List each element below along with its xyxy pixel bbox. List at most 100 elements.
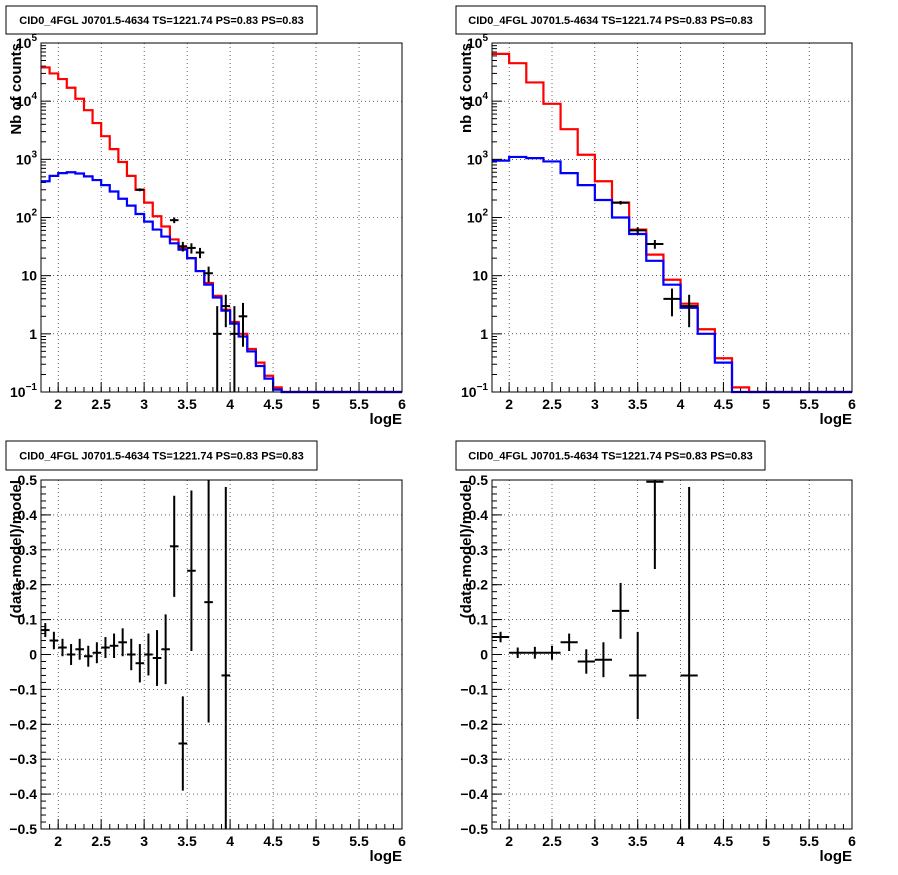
- x-tick-label: 6: [848, 833, 856, 849]
- x-tick-label: 5: [312, 396, 320, 412]
- plot-title: CID0_4FGL J0701.5-4634 TS=1221.74 PS=0.8…: [19, 15, 303, 27]
- y-tick-label: 0.3: [18, 542, 38, 558]
- y-tick-base: 10: [467, 210, 483, 226]
- data-point: [221, 294, 231, 328]
- x-tick-label: 3: [591, 396, 599, 412]
- y-tick-label: 0.4: [18, 507, 38, 523]
- data-point: [212, 306, 222, 392]
- x-tick-label: 4.5: [263, 396, 283, 412]
- y-tick-exponent: 5: [31, 33, 37, 44]
- data-point: [169, 495, 179, 597]
- y-tick-label: 0.3: [469, 542, 489, 558]
- series-line-blue: [492, 155, 852, 394]
- data-point: [663, 288, 681, 317]
- data-point: [109, 633, 119, 658]
- data-point: [526, 646, 544, 659]
- title-box: [5, 5, 318, 35]
- y-tick-label: 0: [29, 647, 37, 663]
- data-point: [204, 480, 213, 723]
- x-tick-label: 2: [54, 396, 62, 412]
- data-point: [680, 486, 698, 829]
- data-point: [492, 631, 510, 643]
- data-point: [221, 486, 231, 829]
- y-tick-exponent: −1: [477, 382, 489, 393]
- data-point: [49, 631, 59, 650]
- y-tick-label: −0.4: [9, 786, 37, 802]
- x-tick-label: 3.5: [177, 396, 197, 412]
- data-point: [135, 188, 145, 192]
- x-tick-label: 3.5: [177, 833, 197, 849]
- data-point: [83, 645, 93, 667]
- x-tick-label: 2: [54, 833, 62, 849]
- data-point: [187, 490, 196, 652]
- data-point: [612, 582, 630, 639]
- y-tick-label: 1: [480, 326, 488, 342]
- y-axis-label: (data-model)/model: [458, 480, 475, 618]
- data-point: [594, 642, 612, 678]
- data-point: [152, 630, 162, 686]
- data-point: [238, 302, 248, 347]
- y-axis-label: nb of counts: [458, 43, 475, 133]
- data-point: [543, 645, 561, 660]
- data-point: [178, 241, 188, 252]
- y-tick-label: 0: [480, 647, 488, 663]
- y-tick-label: 0.4: [469, 507, 489, 523]
- data-point: [66, 644, 76, 665]
- x-tick-label: 4.5: [263, 833, 283, 849]
- title-box: [455, 5, 766, 35]
- x-tick-label: 5.5: [349, 833, 369, 849]
- y-axis-label: (data-model)/model: [8, 480, 25, 618]
- data-point: [577, 649, 595, 674]
- x-tick-label: 5.5: [799, 833, 819, 849]
- data-point: [144, 633, 153, 676]
- data-point: [509, 647, 527, 658]
- y-tick-base: 10: [16, 151, 32, 167]
- y-tick-label: 1: [29, 326, 37, 342]
- x-tick-label: 6: [398, 396, 406, 412]
- y-tick-label: 10: [472, 268, 488, 284]
- y-tick-label: 0.2: [469, 577, 489, 593]
- x-tick-label: 4: [226, 396, 234, 412]
- series-line-red: [492, 52, 852, 394]
- y-tick-label: 0.5: [469, 472, 489, 488]
- title-box: [455, 440, 766, 471]
- y-tick-exponent: 4: [482, 91, 488, 102]
- y-tick-base: 10: [461, 384, 477, 400]
- y-tick-base: 10: [467, 93, 483, 109]
- data-point: [126, 638, 136, 671]
- data-point: [118, 628, 127, 657]
- y-tick-label: −0.2: [9, 716, 37, 732]
- y-tick-label: 0.1: [18, 612, 38, 628]
- x-axis-label: logE: [820, 848, 853, 865]
- y-tick-base: 10: [467, 151, 483, 167]
- x-tick-label: 3: [140, 833, 148, 849]
- x-tick-label: 2.5: [542, 833, 562, 849]
- y-tick-exponent: 3: [482, 149, 488, 160]
- x-tick-label: 2: [505, 396, 513, 412]
- x-tick-label: 4: [226, 833, 234, 849]
- y-tick-label: −0.3: [460, 751, 488, 767]
- series-line-blue: [41, 171, 402, 394]
- x-tick-label: 3.5: [628, 833, 648, 849]
- y-tick-label: 0.5: [18, 472, 38, 488]
- data-point: [646, 480, 664, 569]
- x-axis-label: logE: [370, 411, 403, 428]
- data-point: [101, 637, 110, 658]
- data-point: [187, 243, 196, 254]
- y-tick-exponent: −1: [26, 382, 38, 393]
- plot-panel-top-right: CID0_4FGL J0701.5-4634 TS=1221.74 PS=0.8…: [455, 5, 856, 428]
- data-point: [178, 696, 188, 791]
- y-axis-label: Nb of counts: [8, 43, 25, 135]
- y-tick-label: 103: [467, 149, 489, 167]
- y-tick-label: 10−1: [10, 382, 37, 400]
- y-tick-label: −0.5: [9, 821, 37, 837]
- data-point: [204, 266, 213, 283]
- title-box: [5, 440, 318, 471]
- y-tick-label: 105: [467, 33, 489, 51]
- x-tick-label: 3: [140, 396, 148, 412]
- y-tick-label: −0.5: [460, 821, 488, 837]
- y-tick-label: 102: [16, 208, 38, 226]
- y-tick-label: 104: [467, 91, 489, 109]
- data-point: [195, 247, 205, 259]
